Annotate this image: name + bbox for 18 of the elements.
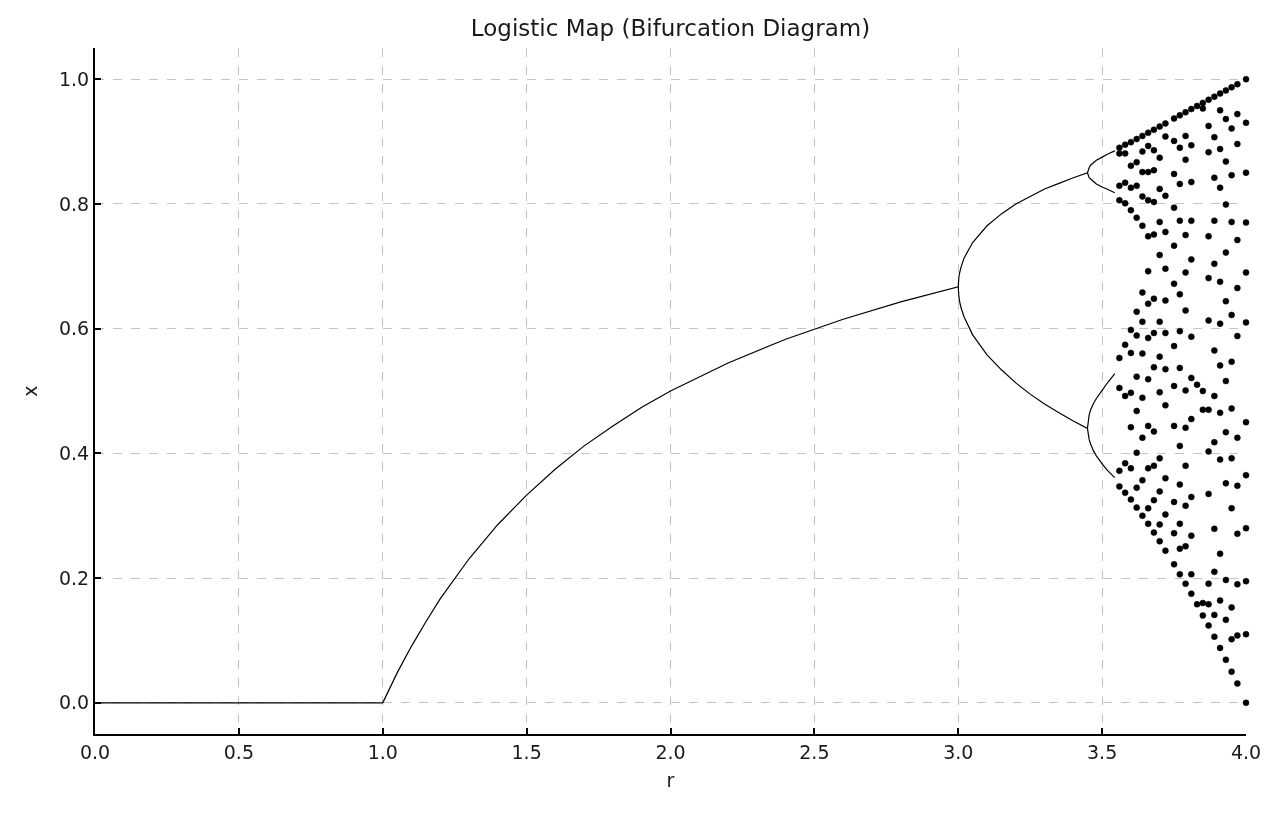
- x-tick-label: 2.5: [799, 740, 830, 763]
- x-tick-label: 0.0: [79, 740, 111, 763]
- x-tick-label: 2.0: [655, 740, 686, 763]
- y-tick-label: 1.0: [58, 67, 90, 90]
- x-tick-label: 4.0: [1230, 740, 1262, 763]
- x-tick-label: 1.5: [511, 740, 542, 763]
- y-tick-label: 0.6: [58, 317, 90, 340]
- x-tick-label: 3.0: [943, 740, 974, 763]
- x-axis-title: r: [666, 769, 675, 792]
- chart-title: Logistic Map (Bifurcation Diagram): [470, 15, 871, 42]
- x-tick-label: 1.0: [367, 740, 398, 763]
- y-tick-label: 0.0: [58, 691, 90, 714]
- x-tick-label: 3.5: [1087, 740, 1118, 763]
- y-tick-label: 0.4: [58, 442, 90, 465]
- y-tick-label: 0.2: [58, 566, 90, 589]
- x-tick-label: 0.5: [223, 740, 254, 763]
- y-tick-label: 0.8: [58, 192, 90, 215]
- y-axis-title: x: [19, 385, 42, 397]
